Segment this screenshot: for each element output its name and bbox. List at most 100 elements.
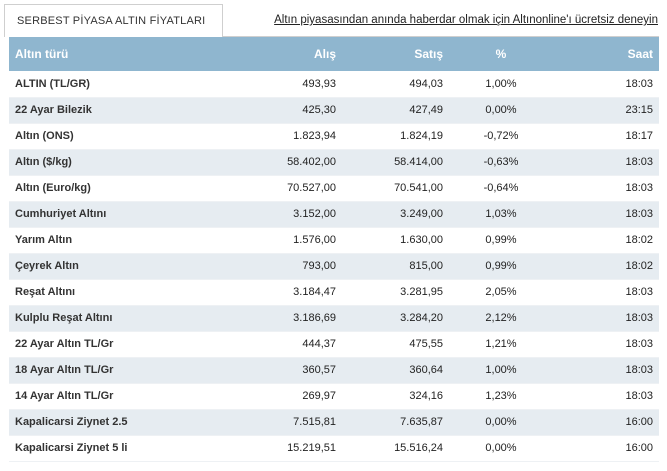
cell-gold-type[interactable]: Kulplu Reşat Altını — [9, 305, 209, 332]
cell-buy: 444,37 — [209, 331, 342, 358]
cell-time: 18:02 — [553, 253, 659, 280]
cell-buy: 1.576,00 — [209, 227, 342, 254]
cell-sell: 815,00 — [342, 253, 449, 280]
cell-buy: 3.184,47 — [209, 279, 342, 306]
cell-change-percent: 0,99% — [449, 227, 553, 254]
cell-change-percent: -0,64% — [449, 175, 553, 202]
cell-gold-type[interactable]: Kapalicarsi Ziynet 5 li — [9, 435, 209, 462]
cell-change-percent: 1,23% — [449, 383, 553, 410]
cell-time: 23:15 — [553, 97, 659, 124]
header-time: Saat — [627, 47, 653, 61]
cell-change-percent: 2,12% — [449, 305, 553, 332]
cell-time: 18:03 — [553, 383, 659, 410]
cell-buy: 15.219,51 — [209, 435, 342, 462]
table-header-row: Altın türü Alış Satış % Saat — [9, 37, 659, 71]
cell-time: 18:03 — [553, 331, 659, 358]
cell-sell: 427,49 — [342, 97, 449, 124]
table-body: ALTIN (TL/GR) 493,93 494,03 1,00% 18:03 22 Ay… — [9, 71, 659, 462]
cell-time: 18:03 — [553, 175, 659, 202]
promo-link[interactable]: Altın piyasasından anında haberdar olmak… — [274, 14, 658, 26]
table-row: Çeyrek Altın 793,00 815,00 0,99% 18:02 — [9, 253, 659, 280]
cell-time: 18:02 — [553, 227, 659, 254]
cell-time: 18:17 — [553, 123, 659, 150]
header-gold-type: Altın türü — [15, 47, 69, 61]
cell-sell: 1.630,00 — [342, 227, 449, 254]
cell-gold-type[interactable]: 22 Ayar Altın TL/Gr — [9, 331, 209, 358]
cell-change-percent: 1,00% — [449, 71, 553, 98]
gold-price-table: Altın türü Alış Satış % Saat ALTIN (TL/G… — [9, 37, 659, 462]
cell-gold-type[interactable]: 14 Ayar Altın TL/Gr — [9, 383, 209, 410]
cell-buy: 360,57 — [209, 357, 342, 384]
cell-gold-type[interactable]: Altın ($/kg) — [9, 149, 209, 176]
cell-change-percent: 0,00% — [449, 97, 553, 124]
table-row: Kapalicarsi Ziynet 2.5 7.515,81 7.635,87 0,… — [9, 409, 659, 436]
cell-sell: 3.281,95 — [342, 279, 449, 306]
header-sell: Satış — [414, 47, 443, 61]
cell-gold-type[interactable]: 18 Ayar Altın TL/Gr — [9, 357, 209, 384]
cell-change-percent: 0,99% — [449, 253, 553, 280]
cell-buy: 3.152,00 — [209, 201, 342, 228]
header-change-percent: % — [495, 47, 507, 61]
table-row: 14 Ayar Altın TL/Gr 269,97 324,16 1,23% 18:0… — [9, 383, 659, 410]
cell-buy: 425,30 — [209, 97, 342, 124]
cell-change-percent: 0,00% — [449, 435, 553, 462]
tab-bar: SERBEST PİYASA ALTIN FİYATLARI Altın piy… — [0, 0, 667, 37]
cell-gold-type[interactable]: 22 Ayar Bilezik — [9, 97, 209, 124]
cell-buy: 3.186,69 — [209, 305, 342, 332]
cell-sell: 3.284,20 — [342, 305, 449, 332]
table-row: 18 Ayar Altın TL/Gr 360,57 360,64 1,00% 18:0… — [9, 357, 659, 384]
cell-buy: 7.515,81 — [209, 409, 342, 436]
cell-change-percent: -0,72% — [449, 123, 553, 150]
cell-sell: 360,64 — [342, 357, 449, 384]
table-row: Reşat Altını 3.184,47 3.281,95 2,05% 18:03 — [9, 279, 659, 306]
cell-buy: 70.527,00 — [209, 175, 342, 202]
cell-time: 18:03 — [553, 149, 659, 176]
table-row: ALTIN (TL/GR) 493,93 494,03 1,00% 18:03 — [9, 71, 659, 98]
table-row: 22 Ayar Altın TL/Gr 444,37 475,55 1,21% 18:0… — [9, 331, 659, 358]
cell-change-percent: -0,63% — [449, 149, 553, 176]
table-row: Altın ($/kg) 58.402,00 58.414,00 -0,63% 18:0… — [9, 149, 659, 176]
cell-gold-type[interactable]: ALTIN (TL/GR) — [9, 71, 209, 98]
cell-change-percent: 1,00% — [449, 357, 553, 384]
cell-sell: 70.541,00 — [342, 175, 449, 202]
table-row: Altın (ONS) 1.823,94 1.824,19 -0,72% 18:17 — [9, 123, 659, 150]
cell-sell: 494,03 — [342, 71, 449, 98]
table-row: Altın (Euro/kg) 70.527,00 70.541,00 -0,64% 1… — [9, 175, 659, 202]
tab-serbest-piyasa[interactable]: SERBEST PİYASA ALTIN FİYATLARI — [4, 4, 223, 37]
cell-time: 16:00 — [553, 409, 659, 436]
cell-sell: 15.516,24 — [342, 435, 449, 462]
cell-time: 18:03 — [553, 201, 659, 228]
header-buy: Alış — [313, 47, 336, 61]
cell-sell: 7.635,87 — [342, 409, 449, 436]
cell-sell: 475,55 — [342, 331, 449, 358]
cell-sell: 3.249,00 — [342, 201, 449, 228]
cell-change-percent: 0,00% — [449, 409, 553, 436]
table-row: Yarım Altın 1.576,00 1.630,00 0,99% 18:02 — [9, 227, 659, 254]
cell-gold-type[interactable]: Çeyrek Altın — [9, 253, 209, 280]
cell-gold-type[interactable]: Kapalicarsi Ziynet 2.5 — [9, 409, 209, 436]
cell-buy: 793,00 — [209, 253, 342, 280]
cell-change-percent: 1,03% — [449, 201, 553, 228]
cell-buy: 58.402,00 — [209, 149, 342, 176]
cell-time: 18:03 — [553, 279, 659, 306]
cell-sell: 58.414,00 — [342, 149, 449, 176]
tab-divider — [223, 36, 659, 37]
cell-time: 18:03 — [553, 71, 659, 98]
cell-change-percent: 1,21% — [449, 331, 553, 358]
cell-gold-type[interactable]: Yarım Altın — [9, 227, 209, 254]
cell-buy: 1.823,94 — [209, 123, 342, 150]
table-row: Kulplu Reşat Altını 3.186,69 3.284,20 2,12%… — [9, 305, 659, 332]
cell-buy: 493,93 — [209, 71, 342, 98]
table-row: Cumhuriyet Altını 3.152,00 3.249,00 1,03% 18… — [9, 201, 659, 228]
cell-time: 16:00 — [553, 435, 659, 462]
cell-buy: 269,97 — [209, 383, 342, 410]
cell-gold-type[interactable]: Altın (Euro/kg) — [9, 175, 209, 202]
cell-time: 18:03 — [553, 305, 659, 332]
cell-gold-type[interactable]: Reşat Altını — [9, 279, 209, 306]
cell-time: 18:03 — [553, 357, 659, 384]
cell-gold-type[interactable]: Cumhuriyet Altını — [9, 201, 209, 228]
table-row: 22 Ayar Bilezik 425,30 427,49 0,00% 23:15 — [9, 97, 659, 124]
cell-sell: 324,16 — [342, 383, 449, 410]
cell-gold-type[interactable]: Altın (ONS) — [9, 123, 209, 150]
